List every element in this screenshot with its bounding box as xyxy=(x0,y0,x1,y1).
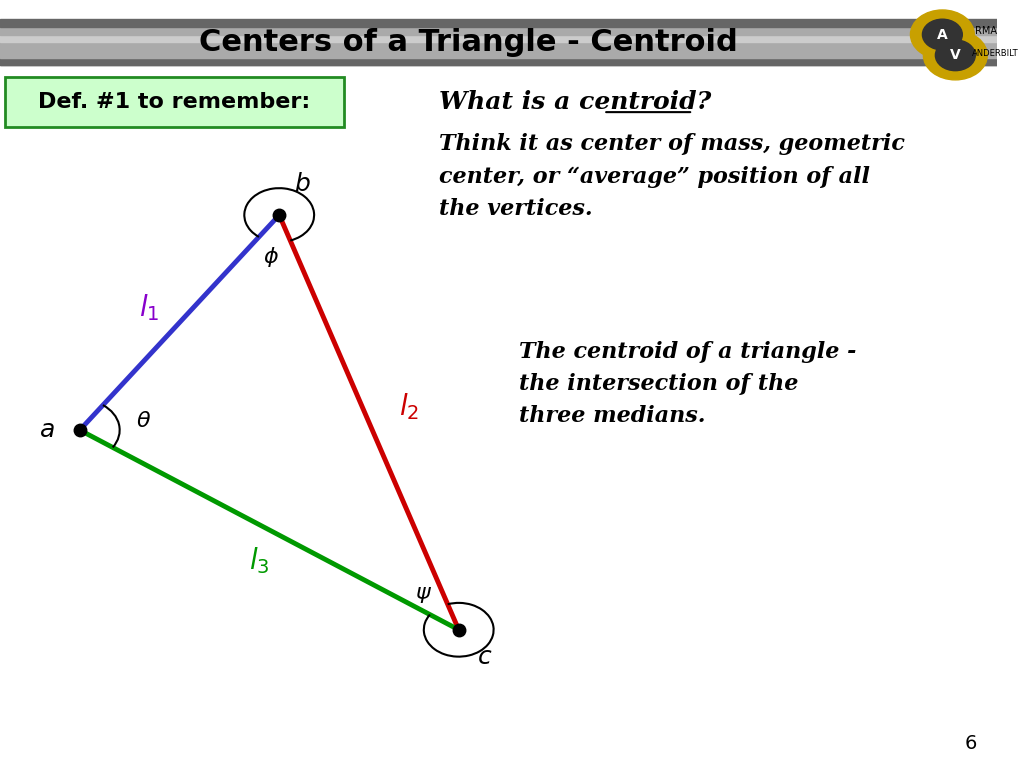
Text: ANDERBILT: ANDERBILT xyxy=(972,49,1019,58)
Text: V: V xyxy=(950,48,961,62)
Text: $\phi$: $\phi$ xyxy=(263,245,280,269)
Text: A: A xyxy=(937,28,948,41)
Bar xyxy=(0,42,997,58)
Text: Def. #1 to remember:: Def. #1 to remember: xyxy=(38,92,310,112)
Bar xyxy=(0,27,997,35)
Text: Centers of a Triangle - Centroid: Centers of a Triangle - Centroid xyxy=(200,28,738,57)
Text: $a$: $a$ xyxy=(39,418,55,442)
Circle shape xyxy=(923,19,963,50)
FancyBboxPatch shape xyxy=(5,77,344,127)
Text: $\theta$: $\theta$ xyxy=(136,410,152,432)
Bar xyxy=(0,58,997,65)
Bar xyxy=(0,35,997,42)
Circle shape xyxy=(924,31,987,80)
Text: $c$: $c$ xyxy=(476,645,493,669)
Circle shape xyxy=(910,10,974,59)
Text: RMA: RMA xyxy=(975,25,997,36)
Bar xyxy=(0,19,997,27)
Text: $l_3$: $l_3$ xyxy=(249,545,269,576)
Text: $b$: $b$ xyxy=(294,172,311,196)
Text: $l_1$: $l_1$ xyxy=(139,292,160,323)
Text: Think it as center of mass, geometric
center, or “average” position of all
the v: Think it as center of mass, geometric ce… xyxy=(438,134,904,220)
Text: $l_2$: $l_2$ xyxy=(398,392,419,422)
Bar xyxy=(0,23,997,65)
Text: What is a centroid?: What is a centroid? xyxy=(438,90,711,114)
Text: 6: 6 xyxy=(965,733,977,753)
Text: The centroid of a triangle -
the intersection of the
three medians.: The centroid of a triangle - the interse… xyxy=(518,341,856,427)
Circle shape xyxy=(935,40,975,71)
Text: $\psi$: $\psi$ xyxy=(416,583,432,605)
